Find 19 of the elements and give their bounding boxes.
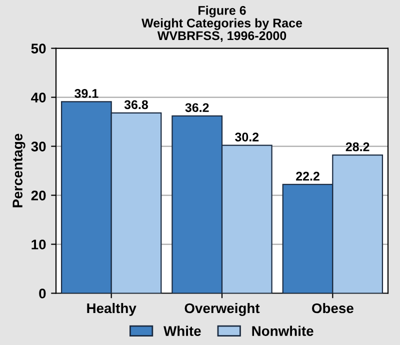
y-tick-label: 20 xyxy=(31,190,46,200)
y-tick-label: 30 xyxy=(31,142,46,152)
x-tick-label: Obese xyxy=(312,302,354,314)
y-tick-label: 50 xyxy=(31,44,46,54)
y-tick-label: 0 xyxy=(39,288,46,298)
chart-title: Figure 6 Weight Categories by Race WVBRFSS, 1996-2000 xyxy=(142,6,302,42)
data-label: 36.8 xyxy=(124,100,148,110)
legend-label: Nonwhite xyxy=(252,326,314,336)
y-axis-title: Percentage xyxy=(12,134,26,208)
x-tick-label: Healthy xyxy=(87,302,136,316)
x-tick-label: Overweight xyxy=(184,302,260,316)
legend-label: White xyxy=(164,326,201,336)
y-tick-label: 40 xyxy=(31,92,46,102)
data-label: 39.1 xyxy=(74,88,98,98)
data-label: 30.2 xyxy=(235,132,259,142)
data-label: 22.2 xyxy=(296,172,320,181)
y-tick-label: 10 xyxy=(32,240,46,250)
data-label: 28.2 xyxy=(346,142,370,152)
data-label: 36.2 xyxy=(185,103,209,112)
